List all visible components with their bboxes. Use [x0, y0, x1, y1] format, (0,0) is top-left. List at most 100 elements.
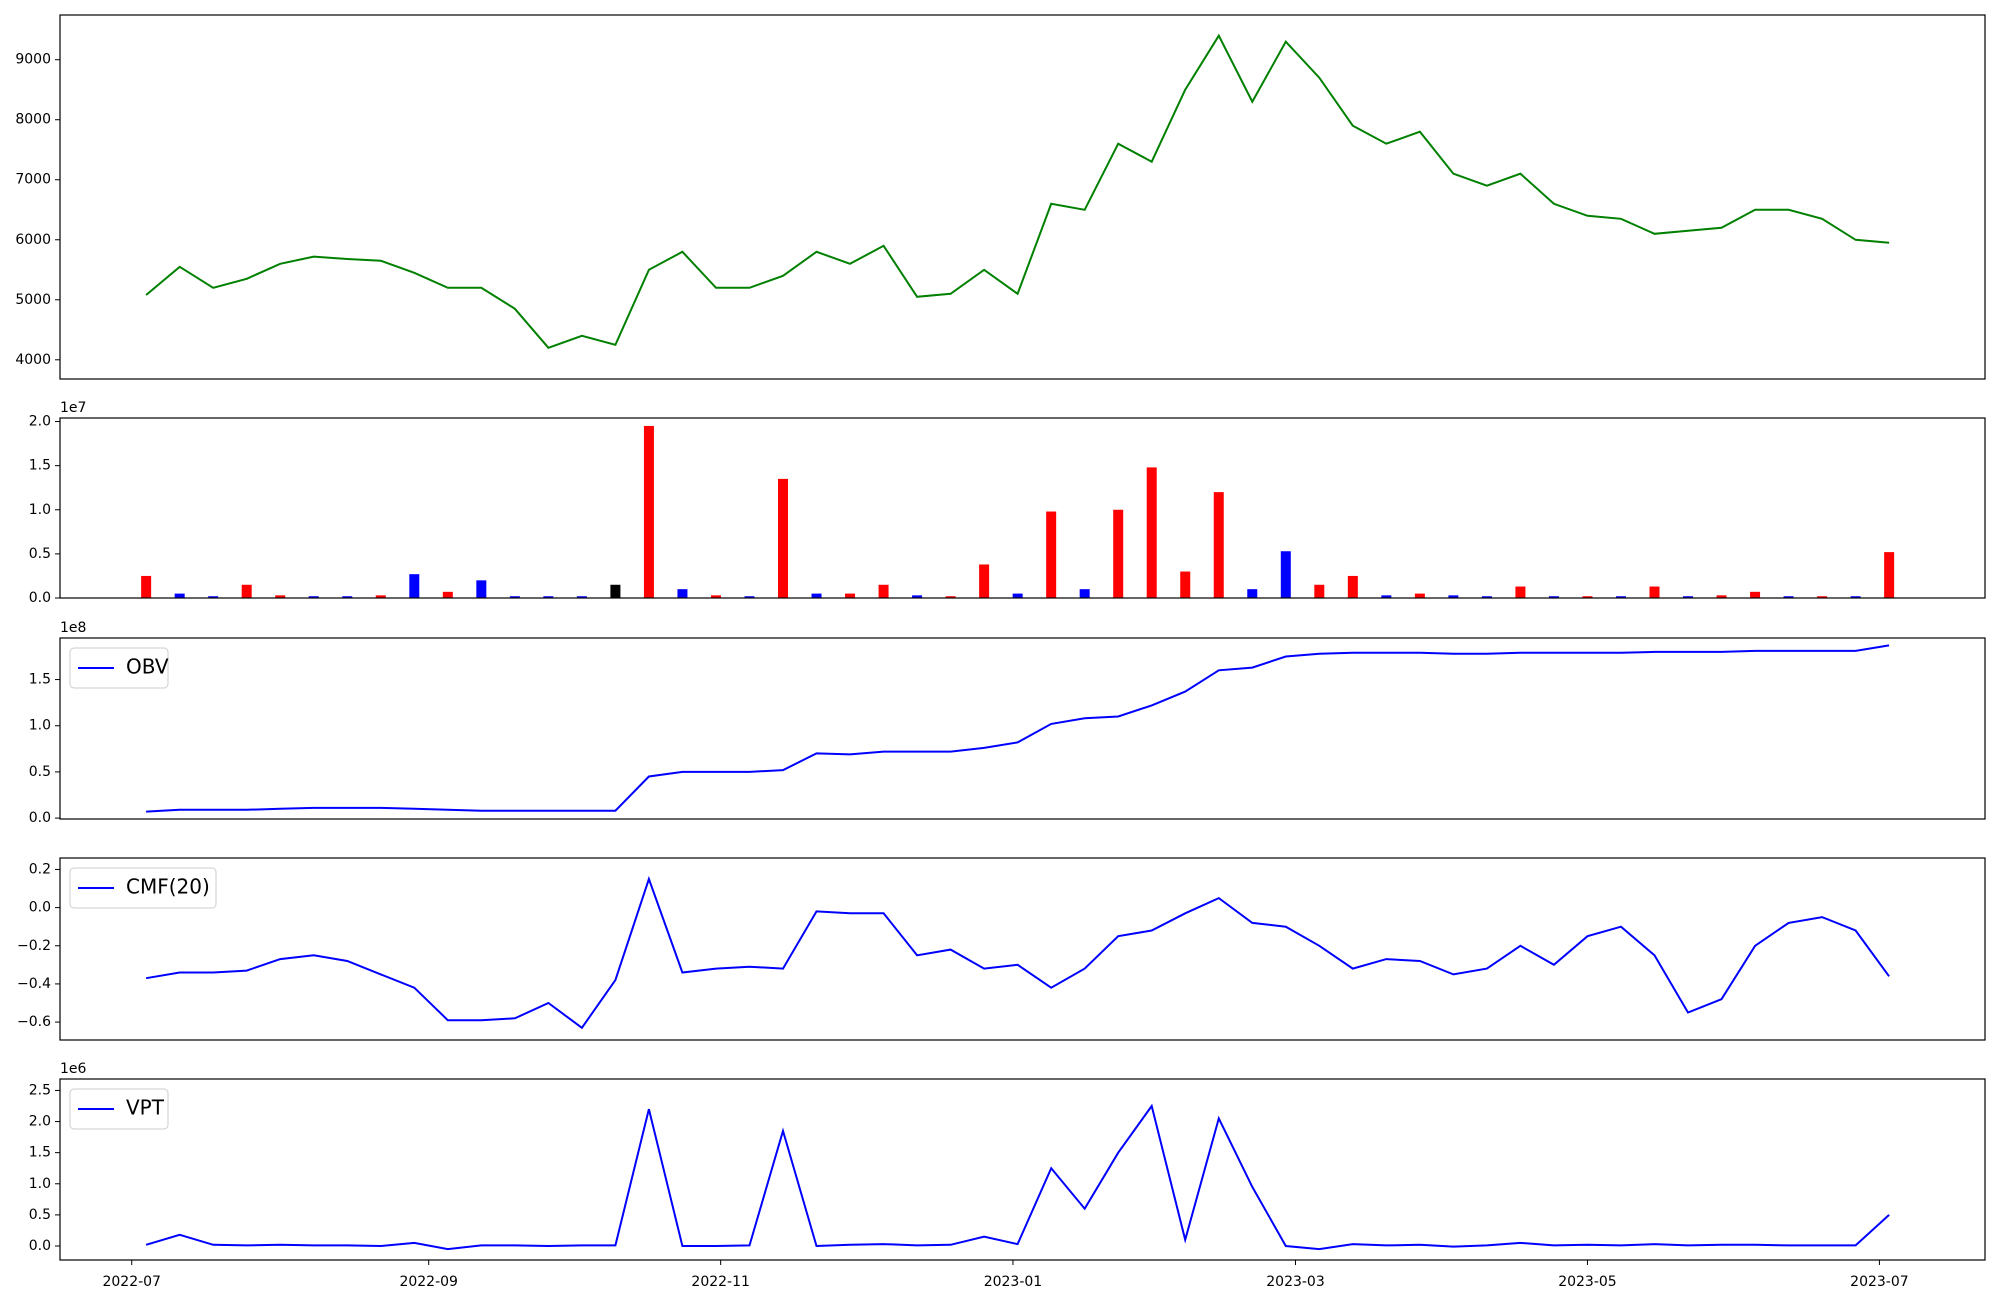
bar — [375, 595, 386, 598]
bar — [677, 589, 688, 598]
legend-label: OBV — [126, 655, 169, 679]
bar — [1213, 492, 1224, 598]
bar — [912, 595, 923, 598]
y-tick-label: 1.0 — [29, 718, 51, 734]
axes-frame — [59, 417, 1986, 599]
line — [145, 875, 1890, 1030]
axes-frame — [59, 637, 1986, 820]
bar — [1247, 589, 1258, 598]
y-tick-label: 0.0 — [29, 590, 51, 606]
bar — [1515, 586, 1526, 598]
bar — [1448, 595, 1459, 598]
bar — [610, 584, 621, 598]
axes-frame — [59, 857, 1986, 1041]
subplot: 4000 5000 6000 7000 8000 9000 — [15, 14, 1986, 380]
bar — [1783, 596, 1794, 598]
bar — [1582, 596, 1593, 598]
bar — [241, 584, 252, 598]
bar — [778, 478, 789, 598]
bar — [1750, 591, 1761, 598]
legend-label: VPT — [126, 1096, 165, 1120]
y-tick-label: 1.5 — [29, 672, 51, 688]
line — [146, 644, 1890, 813]
bar — [1046, 511, 1057, 598]
subplot: 0.0 0.5 1.0 1.5 1e8 OBV — [29, 620, 1986, 826]
legend-label: CMF(20) — [126, 875, 210, 899]
y-tick-label: 2.0 — [29, 1114, 51, 1130]
y-tick-label: −0.2 — [17, 938, 51, 954]
subplot: −0.6 −0.4 −0.2 0.0 0.2 CMF(20) — [17, 857, 1986, 1041]
x-tick-label: 2022-09 — [399, 1274, 458, 1290]
bar — [543, 596, 554, 598]
bar — [811, 593, 822, 598]
bar — [1146, 467, 1157, 598]
x-tick-label: 2023-07 — [1850, 1274, 1909, 1290]
y-tick-label: 8000 — [15, 112, 51, 128]
x-tick-label: 2022-11 — [691, 1274, 750, 1290]
bar — [509, 596, 520, 598]
bar — [1414, 593, 1425, 598]
bar — [1649, 586, 1660, 598]
y-tick-label: −0.4 — [17, 976, 51, 992]
bar — [308, 596, 319, 598]
y-tick-label: −0.6 — [17, 1014, 51, 1030]
bar — [1548, 596, 1559, 598]
bar — [744, 596, 755, 598]
y-tick-label: 4000 — [15, 352, 51, 368]
line — [145, 1103, 1890, 1251]
bar — [174, 593, 185, 598]
bar — [1280, 551, 1291, 598]
y-tick-label: 5000 — [15, 292, 51, 308]
y-tick-label: 2.0 — [29, 414, 51, 430]
bar — [1850, 596, 1861, 598]
bar — [141, 575, 152, 598]
y-tick-label: 2.5 — [29, 1082, 51, 1098]
bar — [1817, 596, 1828, 598]
y-tick-label: 1.0 — [29, 1176, 51, 1192]
bar — [1381, 595, 1392, 598]
y-tick-label: 1.5 — [29, 458, 51, 474]
bar — [576, 596, 587, 598]
bar — [409, 574, 420, 598]
bar — [1079, 589, 1090, 598]
axes-frame — [59, 1078, 1986, 1261]
bar — [275, 595, 286, 598]
bar — [476, 580, 487, 598]
bar — [1314, 584, 1325, 598]
x-tick-label: 2023-01 — [984, 1274, 1043, 1290]
x-tick-label: 2023-03 — [1266, 1274, 1325, 1290]
y-tick-label: 0.0 — [29, 810, 51, 826]
bar — [442, 591, 453, 598]
subplot: 0.0 0.5 1.0 1.5 2.0 2.5 2022-07 2022-09 2022-11 2… — [29, 1061, 1986, 1290]
y-tick-label: 0.5 — [29, 1207, 51, 1223]
bar — [1481, 596, 1492, 598]
y-tick-label: 7000 — [15, 172, 51, 188]
x-tick-label: 2022-07 — [102, 1274, 161, 1290]
bar — [979, 564, 990, 598]
legend-box — [69, 1088, 169, 1130]
bar — [1884, 552, 1895, 598]
axis-offset-label: 1e7 — [60, 400, 86, 416]
y-tick-label: 0.0 — [29, 1238, 51, 1254]
line — [145, 33, 1890, 349]
bar — [1113, 509, 1124, 598]
x-tick-label: 2023-05 — [1558, 1274, 1617, 1290]
bar — [1347, 575, 1358, 598]
legend-box — [69, 647, 169, 689]
bar — [1180, 571, 1191, 598]
bar — [1716, 595, 1727, 598]
legend-box — [69, 867, 217, 909]
y-tick-label: 9000 — [15, 52, 51, 68]
bar — [845, 593, 856, 598]
y-tick-label: 0.5 — [29, 546, 51, 562]
axis-offset-label: 1e8 — [60, 620, 86, 636]
bar — [342, 596, 353, 598]
y-tick-label: 0.0 — [29, 900, 51, 916]
bar — [1683, 596, 1694, 598]
y-tick-label: 6000 — [15, 232, 51, 248]
bar — [710, 595, 721, 598]
bar — [1012, 593, 1023, 598]
axis-offset-label: 1e6 — [60, 1061, 87, 1077]
